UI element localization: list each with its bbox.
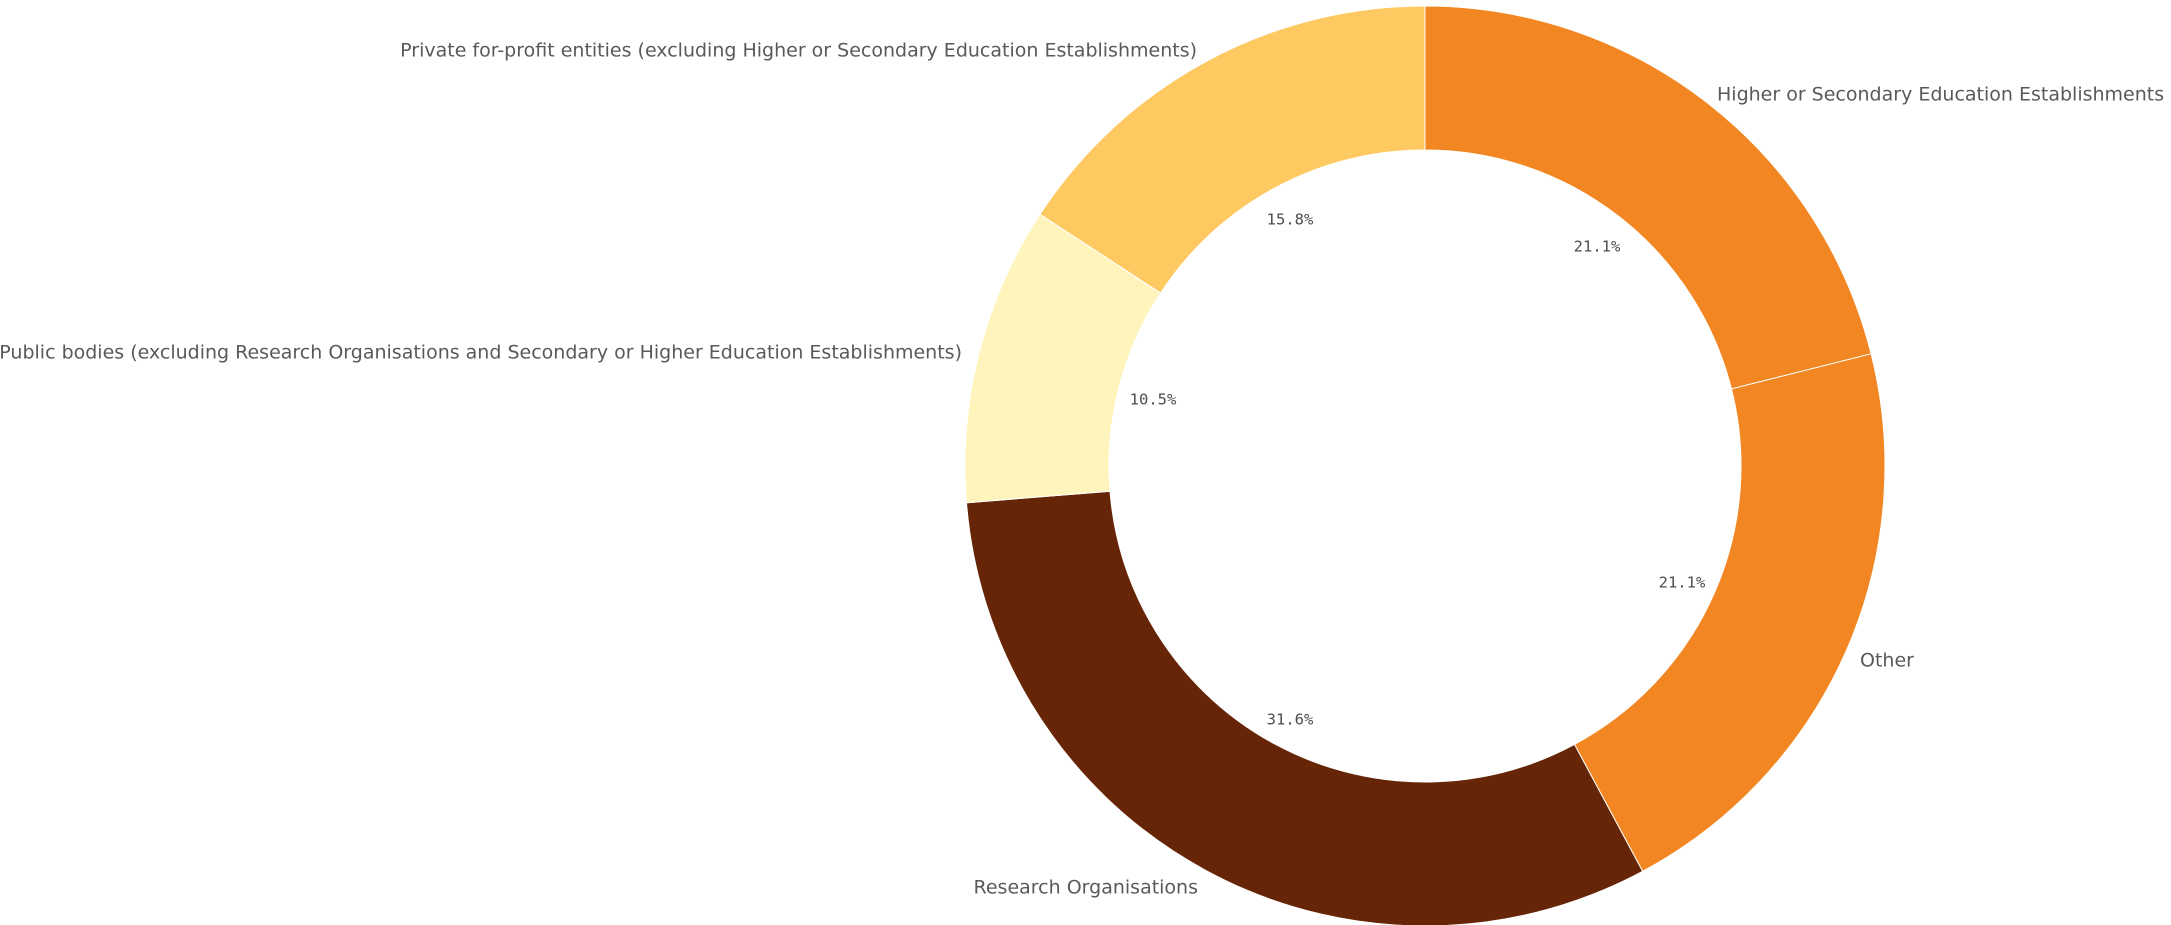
slice-higher-or-secondary-education-establishments[interactable] — [1424, 5, 1872, 390]
category-label-research-organisations: Research Organisations — [974, 877, 1198, 899]
category-label-private-for-profit-entities-excluding-higher-or-secondary-education-establishments: Private for-profit entities (excluding H… — [400, 40, 1197, 62]
value-label-private-for-profit-entities-excluding-higher-or-secondary-education-establishments: 15.8% — [1267, 211, 1314, 229]
value-label-other: 21.1% — [1659, 574, 1706, 592]
slice-private-for-profit-entities-excluding-higher-or-secondary-education-establishments[interactable] — [1039, 5, 1426, 294]
category-labels: Higher or Secondary Education Establishm… — [0, 40, 2164, 899]
category-label-public-bodies-excluding-research-organisations-and-secondary-or-higher-education-establishments: Public bodies (excluding Research Organi… — [0, 342, 962, 364]
value-labels: 21.1% 21.1% 31.6% 10.5% 15.8% — [1130, 211, 1706, 729]
slice-research-organisations[interactable] — [965, 490, 1644, 925]
donut-slices — [964, 5, 1886, 925]
value-label-higher-or-secondary-education-establishments: 21.1% — [1574, 238, 1621, 256]
category-label-other: Other — [1860, 650, 1914, 672]
value-label-public-bodies-excluding-research-organisations-and-secondary-or-higher-education-establishments: 10.5% — [1130, 391, 1177, 409]
slice-other[interactable] — [1573, 353, 1886, 872]
category-label-higher-or-secondary-education-establishments: Higher or Secondary Education Establishm… — [1717, 84, 2164, 106]
value-label-research-organisations: 31.6% — [1267, 711, 1314, 729]
